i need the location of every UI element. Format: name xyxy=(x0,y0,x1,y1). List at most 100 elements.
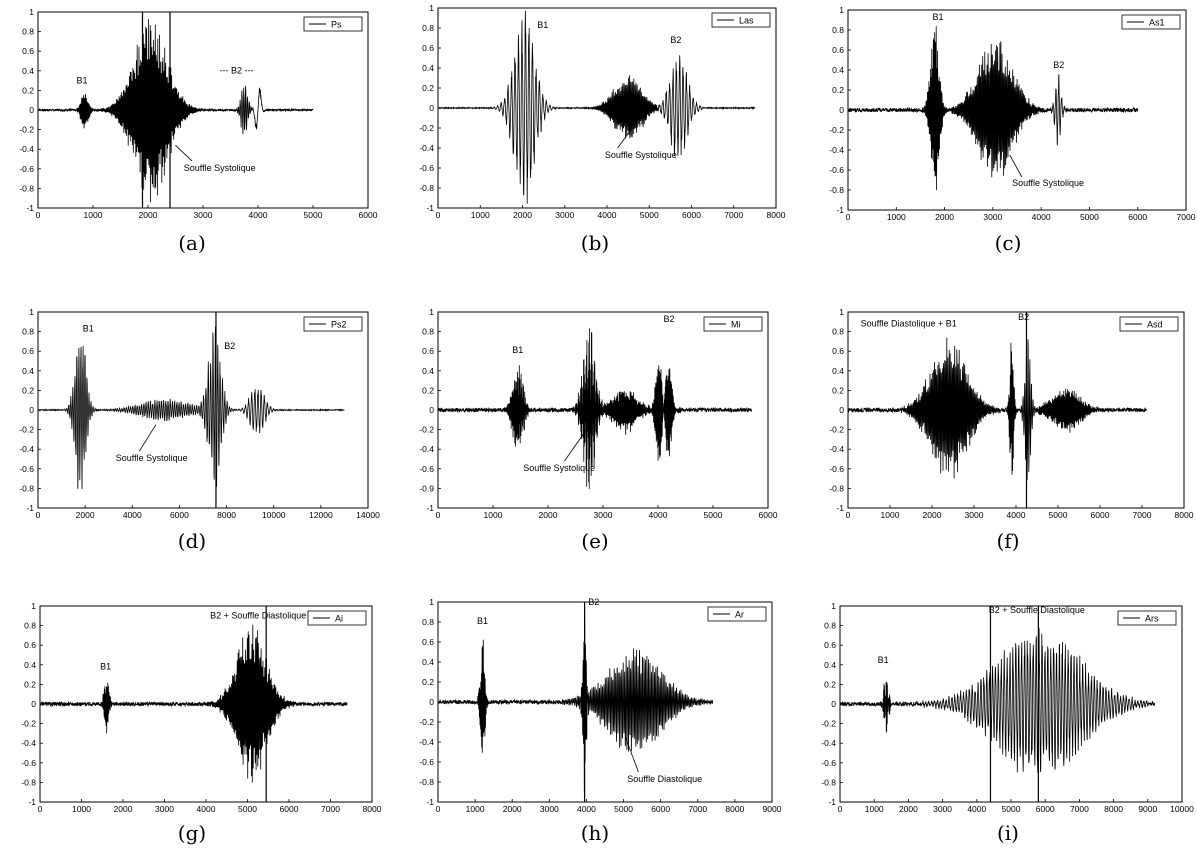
annotation-label: B2 + Souffle Diastolique xyxy=(210,611,306,621)
y-tick-label: 1 xyxy=(29,307,34,317)
y-tick-label: 0.4 xyxy=(832,65,844,75)
annotation-label: B2 xyxy=(664,314,675,324)
y-tick-label: 0.8 xyxy=(824,621,836,631)
x-tick-label: 3000 xyxy=(540,804,559,814)
annotation-arrow xyxy=(625,736,639,773)
signal-trace xyxy=(437,609,713,793)
annotation-label: Souffle Systolique xyxy=(605,150,677,160)
signal-trace xyxy=(847,26,1139,191)
y-tick-label: 0.2 xyxy=(22,385,34,395)
annotation-label: B2 xyxy=(588,597,599,607)
y-tick-label: 0.4 xyxy=(24,660,36,670)
plot-group: 0 1000 2000 3000 4000 5000 6000 7000 8000 9000 100… xyxy=(821,601,1194,814)
y-tick-label: 0.2 xyxy=(832,385,844,395)
annotation-label: B1 xyxy=(100,662,111,672)
annotation-label: B1 xyxy=(878,655,889,665)
x-tick-label: 3000 xyxy=(194,210,213,220)
y-tick-label: 0 xyxy=(839,405,844,415)
y-tick-label: -1 xyxy=(828,797,836,807)
legend-label: Ars xyxy=(1145,614,1159,624)
x-tick-label: 6000 xyxy=(1036,804,1055,814)
y-tick-label: 0 xyxy=(839,105,844,115)
annotation-arrow xyxy=(1009,154,1023,178)
annotation-label: B1 xyxy=(537,20,548,30)
y-tick-label: -0.8 xyxy=(19,183,34,193)
y-tick-label: 1 xyxy=(429,307,434,317)
x-tick-label: 4000 xyxy=(649,510,668,520)
x-tick-label: 4000 xyxy=(967,804,986,814)
x-tick-label: 9000 xyxy=(1138,804,1157,814)
y-tick-label: 0 xyxy=(31,699,36,709)
x-tick-label: 4000 xyxy=(598,210,617,220)
x-tick-label: 4000 xyxy=(123,510,142,520)
x-tick-label: 7000 xyxy=(1177,212,1196,222)
plot-group: 0 1000 2000 3000 4000 5000 6000 7000 8000 9000 1 0.… xyxy=(419,597,781,814)
x-tick-label: 2000 xyxy=(503,804,522,814)
x-tick-label: 0 xyxy=(36,210,41,220)
x-tick-label: 2000 xyxy=(513,210,532,220)
y-tick-label: 0 xyxy=(429,697,434,707)
x-tick-label: 2000 xyxy=(114,804,133,814)
chart-panel-e: 0 1000 2000 3000 4000 5000 6000 1 0.8 0.6 0.4 0.2 0-… xyxy=(416,307,777,526)
x-tick-label: 3000 xyxy=(555,210,574,220)
x-tick-label: 1000 xyxy=(887,212,906,222)
y-tick-label: -0.8 xyxy=(419,183,434,193)
y-tick-label: 0.4 xyxy=(422,63,434,73)
y-tick-label: 0.6 xyxy=(832,346,844,356)
legend-box xyxy=(707,606,767,622)
annotation-label: B2 + Souffle Diastolique xyxy=(989,605,1085,615)
y-tick-label: 0 xyxy=(831,699,836,709)
y-tick-label: -0.8 xyxy=(829,483,844,493)
legend: Las xyxy=(711,12,771,28)
x-tick-label: 1000 xyxy=(466,804,485,814)
y-tick-label: 0.8 xyxy=(422,617,434,627)
y-tick-label: -0.4 xyxy=(19,444,34,454)
y-tick-label: -0.8 xyxy=(419,777,434,787)
x-tick-label: 5000 xyxy=(1002,804,1021,814)
y-tick-label: -1 xyxy=(836,503,844,513)
x-tick-label: 0 xyxy=(838,804,843,814)
x-tick-label: 5000 xyxy=(304,210,323,220)
y-tick-label: -0.8 xyxy=(19,483,34,493)
y-tick-label: 1 xyxy=(429,597,434,607)
y-tick-label: -1 xyxy=(426,503,434,513)
plot-group: 0 1000 2000 3000 4000 5000 600010.80.60.40.20-… xyxy=(19,7,377,220)
annotation-label: B2 xyxy=(224,341,235,351)
legend-box xyxy=(1121,14,1181,30)
y-tick-label: -0.2 xyxy=(419,717,434,727)
x-tick-label: 0 xyxy=(436,210,441,220)
legend-label: As1 xyxy=(1149,18,1165,28)
y-tick-label: 0.4 xyxy=(22,366,34,376)
x-tick-label: 6000 xyxy=(759,510,778,520)
y-tick-label: -0.6 xyxy=(829,464,844,474)
x-tick-label: 8000 xyxy=(363,804,382,814)
y-tick-label: -0.8 xyxy=(21,777,36,787)
x-tick-label: 3000 xyxy=(983,212,1002,222)
legend-label: Ai xyxy=(335,614,343,624)
legend: Mi xyxy=(703,316,763,332)
y-tick-label: -0.2 xyxy=(829,425,844,435)
y-tick-label: -0.6 xyxy=(21,758,36,768)
signal-trace xyxy=(437,10,756,204)
annotation-arrow xyxy=(139,424,157,452)
panel-caption-d: (d) xyxy=(177,529,207,553)
annotation-arrow xyxy=(175,144,193,162)
x-tick-label: 0 xyxy=(36,510,41,520)
legend-label: Mi xyxy=(731,320,741,330)
signal-trace xyxy=(437,328,752,489)
panel-caption-c: (c) xyxy=(994,231,1022,255)
y-tick-label: 0.6 xyxy=(22,346,34,356)
plot-group: 0 1000 2000 3000 4000 5000 6000 7000 8000 1 0.8 0.6… xyxy=(829,307,1193,520)
y-tick-label: -1 xyxy=(26,203,34,213)
signal-trace xyxy=(37,19,314,203)
annotation-label: Souffle Systolique xyxy=(116,453,188,463)
chart-svg-h: 0 1000 2000 3000 4000 5000 6000 7000 8000 9000 1 0.… xyxy=(419,597,781,814)
y-tick-label: 0.6 xyxy=(422,43,434,53)
signal-trace xyxy=(37,326,345,490)
y-tick-label: 0 xyxy=(29,405,34,415)
y-tick-label: 0.6 xyxy=(422,637,434,647)
y-tick-label: -0.2 xyxy=(19,125,34,135)
y-tick-label: 1 xyxy=(831,601,836,611)
y-tick-label: 0.6 xyxy=(22,46,34,56)
y-tick-label: -0.4 xyxy=(829,145,844,155)
